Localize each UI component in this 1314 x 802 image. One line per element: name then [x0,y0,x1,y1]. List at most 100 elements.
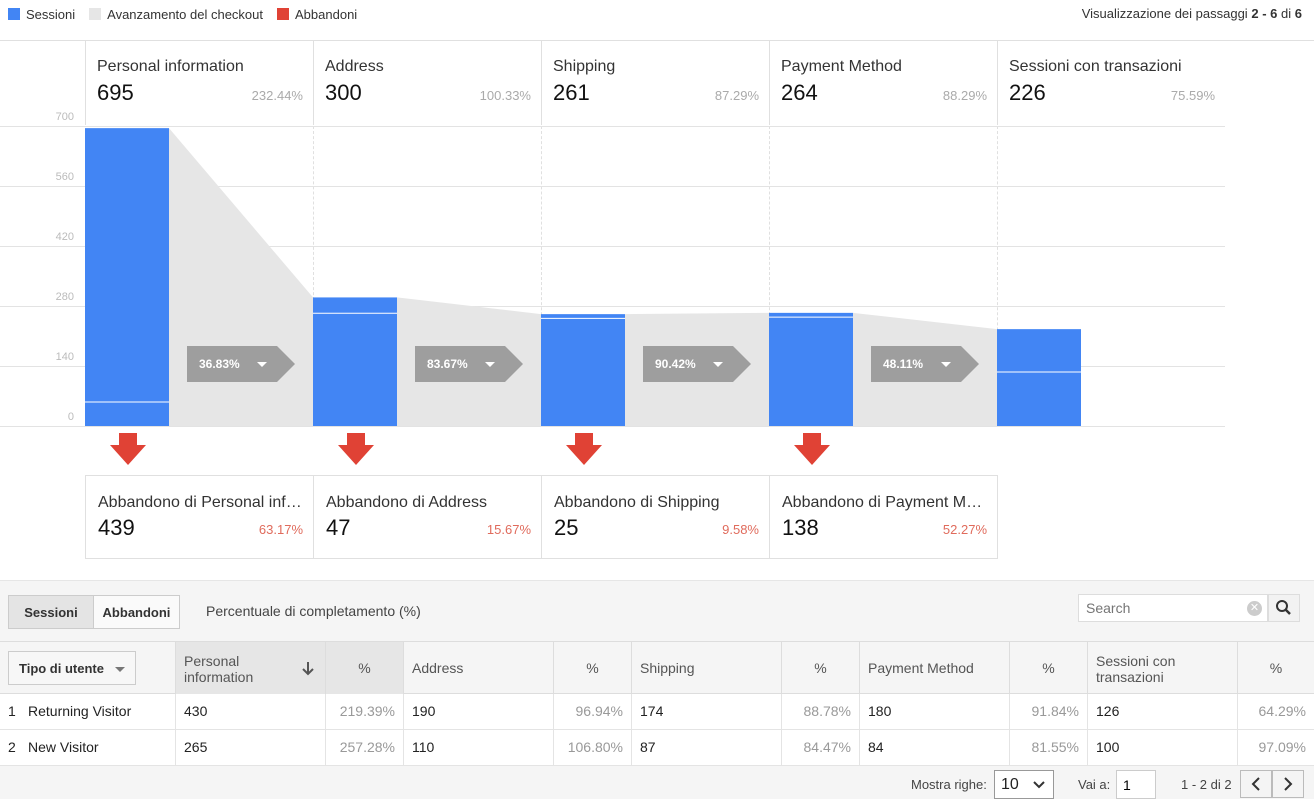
abandon-percent: 63.17% [258,522,303,537]
abandon-value: 47 [326,515,351,540]
abandon-name: Abbandono di Shipping [554,494,720,511]
step-divider [997,41,998,125]
progress-rate: 90.42% [655,357,696,371]
goto-page-input[interactable] [1116,770,1156,799]
header-percent[interactable]: % [554,642,632,694]
abandon-block-address[interactable]: Abbandono di Address 47 15.67% [313,476,541,558]
cell-percent: 84.47% [803,739,851,755]
step-divider [541,41,542,125]
abandon-block-shipping[interactable]: Abbandono di Shipping 25 9.58% [541,476,769,558]
steps-view-to: 6 [1270,6,1278,21]
search-input[interactable] [1079,595,1239,621]
y-tick-label: 140 [55,351,74,363]
steps-view-indicator: Visualizzazione dei passaggi 2 - 6 di 6 [1082,6,1302,21]
y-tick-label: 280 [55,291,74,303]
cell-percent: 96.94% [575,703,623,719]
header-percent[interactable]: % [1010,642,1088,694]
step-percent: 88.29% [942,88,987,103]
steps-view-of: di [1281,6,1292,21]
cell-value: 190 [412,703,436,719]
badge-shape [871,346,979,382]
completion-rate-link[interactable]: Percentuale di completamento (%) [206,603,421,619]
step-divider-dashed [313,126,314,426]
row-name-link[interactable]: New Visitor [28,739,99,755]
step-divider-dashed [997,126,998,426]
step-divider [85,41,86,125]
progress-rate: 48.11% [883,357,924,371]
step-value: 261 [553,80,590,105]
legend-label: Sessioni [26,6,76,22]
goto-label: Vai a: [1078,777,1111,792]
step-percent: 232.44% [251,88,303,103]
cell-value: 84 [868,739,884,755]
cell-percent: 106.80% [567,739,623,755]
step-percent: 100.33% [479,88,531,103]
header-percent[interactable]: % [782,642,860,694]
abandon-divider [997,475,998,559]
prev-page-button[interactable] [1240,770,1272,798]
header-address[interactable]: Address [404,642,554,694]
header-transactions[interactable]: Sessioni con transazioni [1088,642,1238,694]
header-shipping[interactable]: Shipping [632,642,782,694]
row-name-link[interactable]: Returning Visitor [28,703,132,719]
step-name: Shipping [553,58,616,75]
search-button[interactable] [1268,594,1300,622]
cell-value: 100 [1096,739,1120,755]
abandon-divider [85,475,86,559]
legend-item-abandon[interactable]: Abbandoni [277,7,357,22]
cell-value: 126 [1096,703,1120,719]
cell-percent: 219.39% [339,703,395,719]
row-index: 2 [8,739,16,755]
step-header-payment-method: Payment Method 264 88.29% [769,58,997,108]
steps-view-prefix: Visualizzazione dei passaggi [1081,6,1248,21]
table-row[interactable]: 1 Returning Visitor 430 219.39% 190 96.94… [0,694,1314,730]
header-label: % [1042,660,1055,676]
rows-per-page-select[interactable]: 10 [994,770,1054,799]
step-name: Address [325,58,384,75]
abandon-arrow-icon[interactable] [566,433,602,465]
tab-abandonments[interactable]: Abbandoni [93,595,180,629]
step-value: 226 [1009,80,1046,105]
step-percent: 87.29% [714,88,759,103]
dimension-select[interactable]: Tipo di utente [8,651,136,685]
clear-icon[interactable]: ✕ [1247,601,1262,616]
abandon-arrow-icon[interactable] [110,433,146,465]
badge-shape [643,346,751,382]
legend: Sessioni Avanzamento del checkout Abband… [8,6,371,22]
header-label: Personal information [184,653,254,685]
step-divider [313,41,314,125]
badge-shape [415,346,523,382]
tab-sessions[interactable]: Sessioni [8,595,94,629]
legend-item-progress[interactable]: Avanzamento del checkout [89,7,263,22]
step-name: Payment Method [781,58,902,75]
legend-label: Abbandoni [295,6,358,22]
abandon-arrow-icon[interactable] [338,433,374,465]
abandon-percent: 15.67% [486,522,531,537]
abandon-block-personal-information[interactable]: Abbandono di Personal information 439 63… [85,476,313,558]
table-row[interactable]: 2 New Visitor 265 257.28% 110 106.80% 87 … [0,730,1314,766]
abandon-arrow-icon[interactable] [794,433,830,465]
y-tick-label: 560 [55,171,74,183]
step-value: 264 [781,80,818,105]
header-payment-method[interactable]: Payment Method [860,642,1010,694]
chevron-left-icon [1251,777,1260,791]
chevron-down-icon [941,362,951,367]
abandon-name: Abbandono di Personal information [98,494,303,511]
header-label: % [1269,660,1283,676]
next-page-button[interactable] [1272,770,1304,798]
steps-view-from: 2 [1251,6,1259,21]
chart-top-border [0,40,1314,41]
header-label: % [586,660,599,676]
chevron-down-icon [1033,781,1045,789]
chevron-right-icon [1284,777,1293,791]
header-personal-information[interactable]: Personal information [176,642,326,694]
step-value: 300 [325,80,362,105]
abandon-percent: 52.27% [942,522,987,537]
header-percent[interactable]: % [326,642,404,694]
page-range: 1 - 2 di 2 [1181,777,1232,792]
chevron-down-icon [713,362,723,367]
header-percent[interactable]: % [1238,642,1314,694]
legend-swatch-progress [89,8,102,20]
legend-item-sessions[interactable]: Sessioni [8,7,75,22]
abandon-block-payment-method[interactable]: Abbandono di Payment Method 138 52.27% [769,476,997,558]
